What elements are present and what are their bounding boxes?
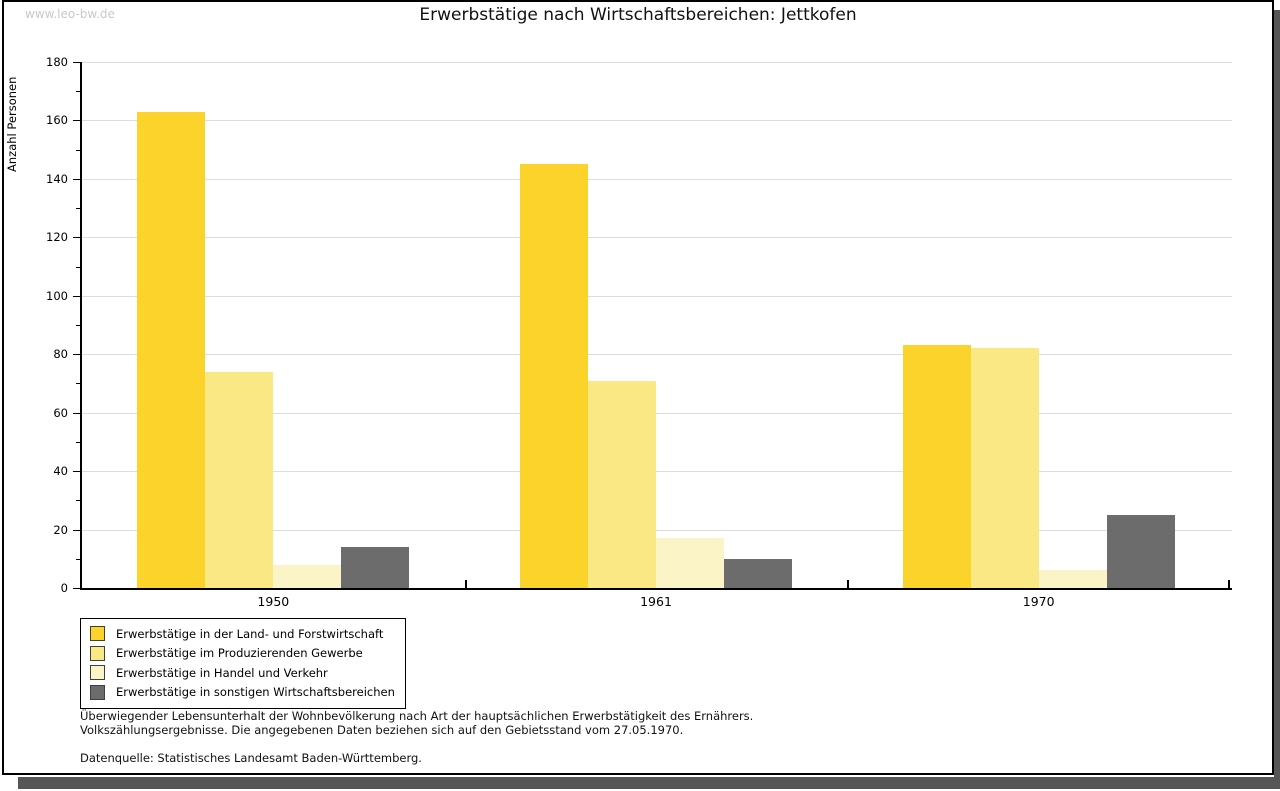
bar-1970-s2	[970, 348, 1039, 588]
y-axis-tick-label: 40	[53, 464, 68, 479]
legend-swatch	[90, 626, 105, 642]
y-axis-tick	[76, 91, 80, 93]
footnote: Überwiegender Lebensunterhalt der Wohnbe…	[80, 709, 754, 737]
y-axis-tick	[73, 295, 80, 297]
legend-item: Erwerbstätige in Handel und Verkehr	[90, 663, 395, 683]
y-axis-tick-label: 160	[46, 113, 68, 128]
gridline	[82, 120, 1232, 122]
footnote-line: Überwiegender Lebensunterhalt der Wohnbe…	[80, 709, 754, 723]
data-source: Datenquelle: Statistisches Landesamt Bad…	[80, 751, 422, 765]
y-axis-tick-label: 80	[53, 347, 68, 362]
y-axis-tick	[76, 149, 80, 151]
x-axis-category-label: 1961	[640, 594, 672, 609]
y-axis-tick	[76, 208, 80, 210]
legend-swatch	[90, 665, 105, 681]
y-axis-tick-label: 20	[53, 522, 68, 537]
y-axis-tick-label: 60	[53, 405, 68, 420]
legend-item: Erwerbstätige in sonstigen Wirtschaftsbe…	[90, 683, 395, 703]
plot-area	[80, 62, 1232, 590]
bar-1970-s4	[1106, 514, 1175, 588]
legend-item: Erwerbstätige in der Land- und Forstwirt…	[90, 624, 395, 644]
legend: Erwerbstätige in der Land- und Forstwirt…	[80, 618, 406, 709]
gridline	[82, 62, 1232, 63]
y-axis-tick-label: 140	[46, 171, 68, 186]
chart-title: Erwerbstätige nach Wirtschaftsbereichen:…	[419, 5, 857, 25]
y-axis-tick-label: 100	[46, 288, 68, 303]
gridline	[82, 471, 1232, 473]
chart-frame: www.leo-bw.de Erwerbstätige nach Wirtsch…	[2, 0, 1274, 775]
bar-1970-s1	[902, 345, 971, 588]
x-axis-category-label: 1970	[1022, 594, 1055, 609]
y-axis-tick	[73, 471, 80, 473]
y-axis-tick	[73, 62, 80, 63]
x-axis-category-label: 1950	[257, 594, 290, 609]
legend-item-label: Erwerbstätige im Produzierenden Gewerbe	[116, 646, 363, 661]
y-axis-tick	[76, 383, 80, 385]
bar-1950-s2	[205, 371, 274, 588]
gridline	[82, 354, 1232, 356]
gridline	[82, 295, 1232, 297]
legend-swatch	[90, 684, 105, 700]
y-axis-tick	[73, 354, 80, 356]
y-axis-tick	[73, 588, 80, 589]
frame-shadow-bottom	[18, 777, 1280, 789]
frame-shadow-right	[1274, 10, 1280, 789]
y-axis-tick	[76, 558, 80, 560]
y-axis-tick	[73, 529, 80, 531]
gridline	[82, 529, 1232, 531]
y-axis-tick	[76, 500, 80, 502]
legend-item-label: Erwerbstätige in der Land- und Forstwirt…	[116, 626, 384, 641]
legend-swatch	[90, 645, 105, 661]
bar-1961-s3	[656, 538, 724, 588]
gridline	[82, 412, 1232, 414]
x-axis-tick	[1228, 580, 1230, 588]
x-axis-tick	[464, 580, 467, 588]
watermark: www.leo-bw.de	[25, 7, 115, 21]
y-axis-label: Anzahl Personen	[5, 76, 19, 172]
y-axis-tick	[73, 178, 80, 180]
bar-1950-s3	[273, 564, 342, 588]
y-axis-tick	[73, 412, 80, 414]
gridline	[82, 237, 1232, 239]
bar-1961-s4	[724, 558, 792, 588]
y-axis-tick	[76, 441, 80, 443]
y-axis-tick	[76, 266, 80, 268]
footnote-line: Volkszählungsergebnisse. Die angegebenen…	[80, 722, 684, 737]
bar-1950-s4	[341, 547, 410, 588]
y-axis-tick-label: 180	[46, 55, 68, 69]
y-axis-tick-label: 120	[46, 230, 68, 245]
x-axis-tick	[847, 580, 850, 588]
legend-item-label: Erwerbstätige in sonstigen Wirtschaftsbe…	[116, 685, 395, 700]
y-axis-tick	[73, 120, 80, 122]
bar-1961-s1	[520, 164, 588, 588]
y-axis-tick-label: 0	[60, 581, 68, 595]
bar-1950-s1	[137, 111, 206, 588]
bar-1970-s3	[1038, 570, 1107, 588]
legend-item-label: Erwerbstätige in Handel und Verkehr	[116, 665, 328, 680]
gridline	[82, 178, 1232, 180]
y-axis-tick	[73, 237, 80, 239]
bar-1961-s2	[588, 380, 656, 588]
y-axis-tick	[76, 325, 80, 326]
legend-item: Erwerbstätige im Produzierenden Gewerbe	[90, 644, 395, 664]
